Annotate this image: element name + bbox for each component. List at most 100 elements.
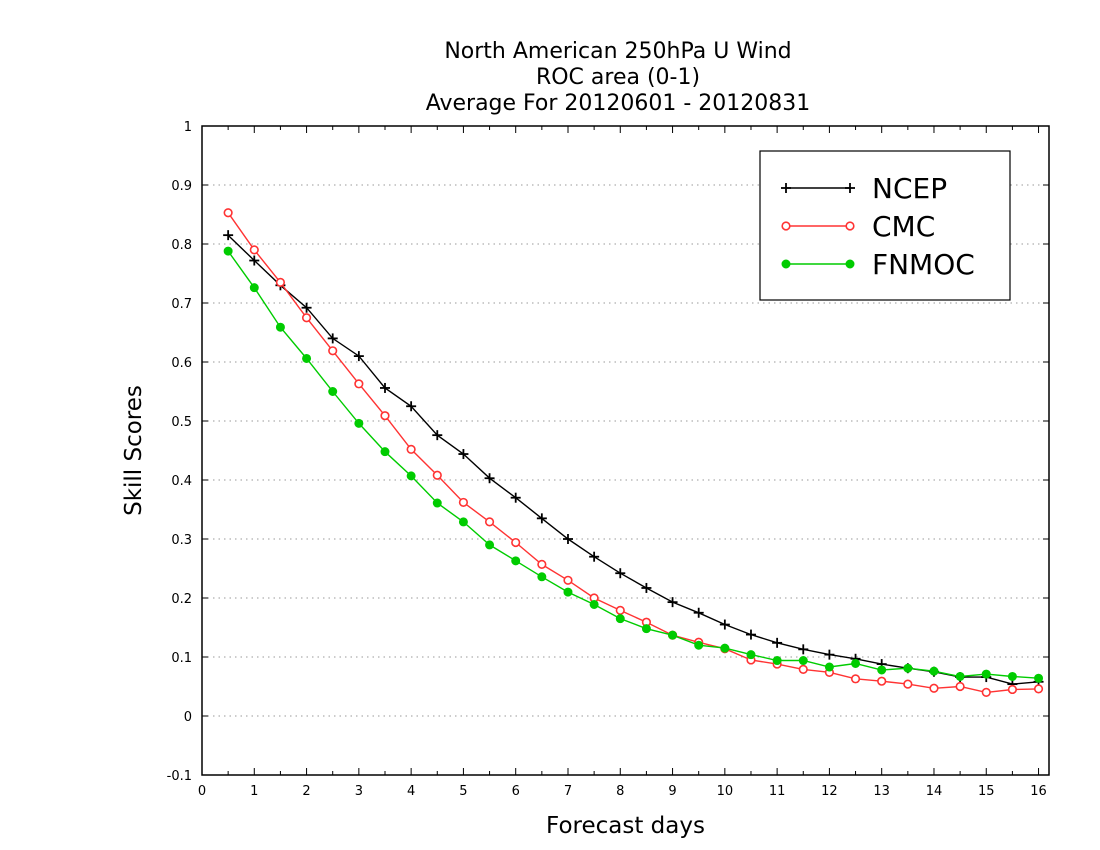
ncep-point xyxy=(824,649,835,660)
cmc-point xyxy=(328,346,338,356)
fnmoc-point xyxy=(746,650,756,660)
x-tick-label: 15 xyxy=(978,784,995,799)
ncep-point xyxy=(693,607,704,618)
cmc-point xyxy=(563,575,573,585)
title-line: North American 250hPa U Wind xyxy=(444,39,791,64)
fnmoc-point xyxy=(668,630,678,640)
y-tick-label: 0.2 xyxy=(171,592,192,607)
fnmoc-point xyxy=(380,447,390,457)
fnmoc-point xyxy=(851,658,861,668)
title-line: ROC area (0-1) xyxy=(536,65,700,90)
fnmoc-point xyxy=(275,322,285,332)
cmc-point xyxy=(981,687,991,698)
fnmoc-point xyxy=(485,540,495,550)
legend-item-fnmoc: FNMOC xyxy=(781,248,975,281)
cmc-point xyxy=(955,681,965,692)
ncep-point xyxy=(745,629,756,640)
x-tick-label: 3 xyxy=(355,784,363,799)
cmc-point xyxy=(223,208,233,218)
y-tick-label: 0.7 xyxy=(171,297,192,312)
legend-label: FNMOC xyxy=(872,248,975,281)
legend-label: CMC xyxy=(872,210,935,243)
ncep-point xyxy=(772,637,783,648)
ncep-point xyxy=(641,582,652,593)
fnmoc-point xyxy=(955,671,965,681)
y-tick-label: 0.8 xyxy=(171,238,192,253)
fnmoc-point xyxy=(406,471,416,481)
cmc-point xyxy=(484,517,495,527)
fnmoc-point xyxy=(694,640,704,650)
fnmoc-point xyxy=(641,624,651,634)
x-tick-label: 0 xyxy=(198,784,206,799)
ncep-point xyxy=(223,230,234,241)
x-tick-label: 10 xyxy=(717,784,734,799)
x-tick-label: 4 xyxy=(407,784,415,799)
cmc-point xyxy=(301,313,312,323)
y-axis: -0.1 0 0.1 0.2 0.3 0.4 0.5 0.6 0.7 0.8 0.9 1 xyxy=(167,120,1049,784)
fnmoc-point xyxy=(249,283,259,293)
fnmoc-point xyxy=(1007,671,1017,681)
cmc-point xyxy=(929,683,939,693)
y-tick-label: 0.6 xyxy=(171,356,192,371)
ncep-point xyxy=(353,351,364,362)
plot-frame xyxy=(201,125,1050,776)
x-tick-label: 1 xyxy=(250,784,258,799)
fnmoc-point xyxy=(1034,673,1044,683)
y-tick-label: 0 xyxy=(184,710,192,725)
ncep-point xyxy=(536,513,547,524)
y-tick-label: 0.9 xyxy=(171,179,192,194)
x-tick-label: 2 xyxy=(302,784,310,799)
fnmoc-point xyxy=(772,656,782,666)
cmc-point xyxy=(354,379,364,389)
fnmoc-point xyxy=(615,614,625,624)
fnmoc-point xyxy=(720,643,730,653)
fnmoc-line xyxy=(227,250,1039,679)
cmc-point xyxy=(432,470,442,480)
fnmoc-point xyxy=(798,656,808,666)
ncep-point xyxy=(562,534,573,544)
y-tick-label: 0.4 xyxy=(171,474,192,489)
cmc-point xyxy=(877,676,887,686)
title-line: Average For 20120601 - 20120831 xyxy=(426,91,811,116)
ncep-point xyxy=(798,644,809,655)
cmc-point xyxy=(850,674,861,684)
fnmoc-point xyxy=(903,663,913,673)
fnmoc-point xyxy=(824,662,834,672)
ncep-point xyxy=(458,449,469,460)
y-tick-label: 0.3 xyxy=(171,533,192,548)
x-tick-label: 12 xyxy=(821,784,838,799)
y-tick-label: -0.1 xyxy=(167,769,192,784)
fnmoc-point xyxy=(537,572,547,582)
ncep-point xyxy=(406,401,417,412)
x-tick-label: 8 xyxy=(616,784,624,799)
fnmoc-point xyxy=(432,498,442,508)
y-axis-label: Skill Scores xyxy=(121,385,147,516)
y-tick-label: 1 xyxy=(184,120,192,135)
cmc-point xyxy=(249,245,259,255)
x-axis-label: Forecast days xyxy=(546,813,705,839)
cmc-point xyxy=(275,277,286,287)
cmc-point xyxy=(511,537,521,548)
ncep-point xyxy=(249,255,260,266)
cmc-point xyxy=(406,444,416,454)
cmc-point xyxy=(458,497,469,508)
ncep-point xyxy=(719,619,730,630)
cmc-point xyxy=(537,559,547,569)
fnmoc-point xyxy=(563,587,573,597)
ncep-point xyxy=(589,551,600,562)
x-tick-label: 9 xyxy=(668,784,676,799)
x-tick-label: 13 xyxy=(873,784,890,799)
cmc-point xyxy=(1033,684,1044,694)
series-layer xyxy=(223,208,1044,698)
legend-marker xyxy=(781,183,791,193)
cmc-point xyxy=(903,679,913,689)
fnmoc-point xyxy=(302,353,312,363)
fnmoc-point xyxy=(223,246,233,256)
series-fnmoc xyxy=(223,246,1044,683)
legend-item-ncep: NCEP xyxy=(781,172,947,205)
x-tick-label: 11 xyxy=(769,784,786,799)
x-tick-label: 6 xyxy=(512,784,520,799)
fnmoc-point xyxy=(877,665,887,675)
